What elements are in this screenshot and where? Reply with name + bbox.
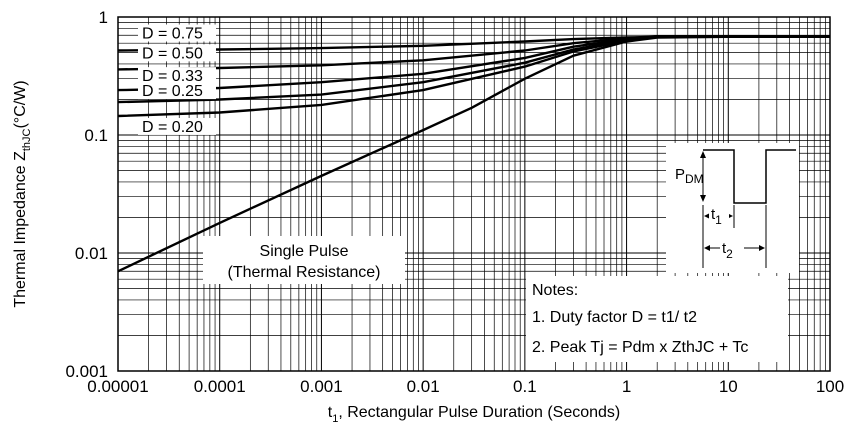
single-pulse-label-box	[203, 236, 405, 284]
y-axis-label: Thermal Impedance ZthJC(°C/W)	[12, 80, 33, 307]
x-tick-label: 0.0001	[194, 377, 246, 396]
x-tick-label: 0.1	[513, 377, 537, 396]
series-label-bg	[138, 67, 216, 85]
inset-t1-arrowhead-left	[704, 213, 710, 219]
series-label-bg	[138, 24, 216, 42]
y-tick-label: 1	[99, 8, 108, 27]
tick-labels: 0.00001 0.0001 0.001 0.01 0.1 1 10 100 0.001 0.01…	[65, 8, 844, 396]
series-label: D = 0.50	[142, 45, 203, 62]
x-tick-label: 100	[816, 377, 844, 396]
series-line-d-0-75	[117, 35, 830, 52]
series-line-d-0-50	[117, 35, 830, 71]
inset-t2-arrowhead-right	[759, 245, 765, 251]
series-line-d-0-25	[117, 35, 830, 104]
series-label: D = 0.33	[142, 68, 203, 85]
x-axis-label: t1, Rectangular Pulse Duration (Seconds)	[328, 404, 621, 425]
series-lines	[117, 35, 830, 273]
series-label: D = 0.75	[142, 26, 203, 43]
pulse-inset-diagram: PDM t1 t2	[666, 143, 799, 273]
inset-p-arrow-bottom	[700, 195, 706, 202]
inset-p-label: PDM	[675, 166, 704, 186]
inset-t2-label-bg	[720, 238, 744, 262]
inset-t1-label-bg	[709, 206, 729, 228]
single-pulse-label: Single Pulse	[260, 243, 349, 260]
note-1: 1. Duty factor D = t1/ t2	[532, 309, 697, 326]
series-label-bg	[138, 117, 216, 135]
notes-box	[526, 276, 788, 362]
inset-t2-label: t2	[722, 240, 733, 261]
plot-border	[117, 16, 831, 372]
series-label-bg	[138, 44, 216, 62]
series-labels: D = 0.75 D = 0.50 D = 0.33D = 0.25 D = 0.20	[138, 24, 216, 136]
x-tick-label: 1	[622, 377, 631, 396]
notes-title: Notes:	[532, 282, 578, 299]
y-tick-label: 0.001	[65, 362, 108, 381]
single-pulse-sublabel: (Thermal Resistance)	[228, 264, 381, 281]
inset-pulse-waveform	[703, 149, 796, 204]
series-label: D = 0.25	[142, 83, 203, 100]
inset-p-arrow-top	[700, 151, 706, 158]
x-tick-label: 0.01	[407, 377, 440, 396]
x-tick-label: 0.00001	[87, 377, 148, 396]
inset-t2-arrowhead-left	[704, 245, 710, 251]
inset-t1-label: t1	[711, 206, 722, 227]
note-2: 2. Peak Tj = Pdm x ZthJC + Tc	[532, 339, 748, 356]
series-label: D = 0.20	[142, 119, 203, 136]
y-tick-label: 0.01	[75, 244, 108, 263]
x-tick-label: 10	[719, 377, 738, 396]
y-tick-label: 0.1	[84, 126, 108, 145]
series-line-single-pulse	[117, 35, 830, 273]
x-tick-label: 0.001	[300, 377, 343, 396]
series-label-bg	[138, 82, 216, 100]
